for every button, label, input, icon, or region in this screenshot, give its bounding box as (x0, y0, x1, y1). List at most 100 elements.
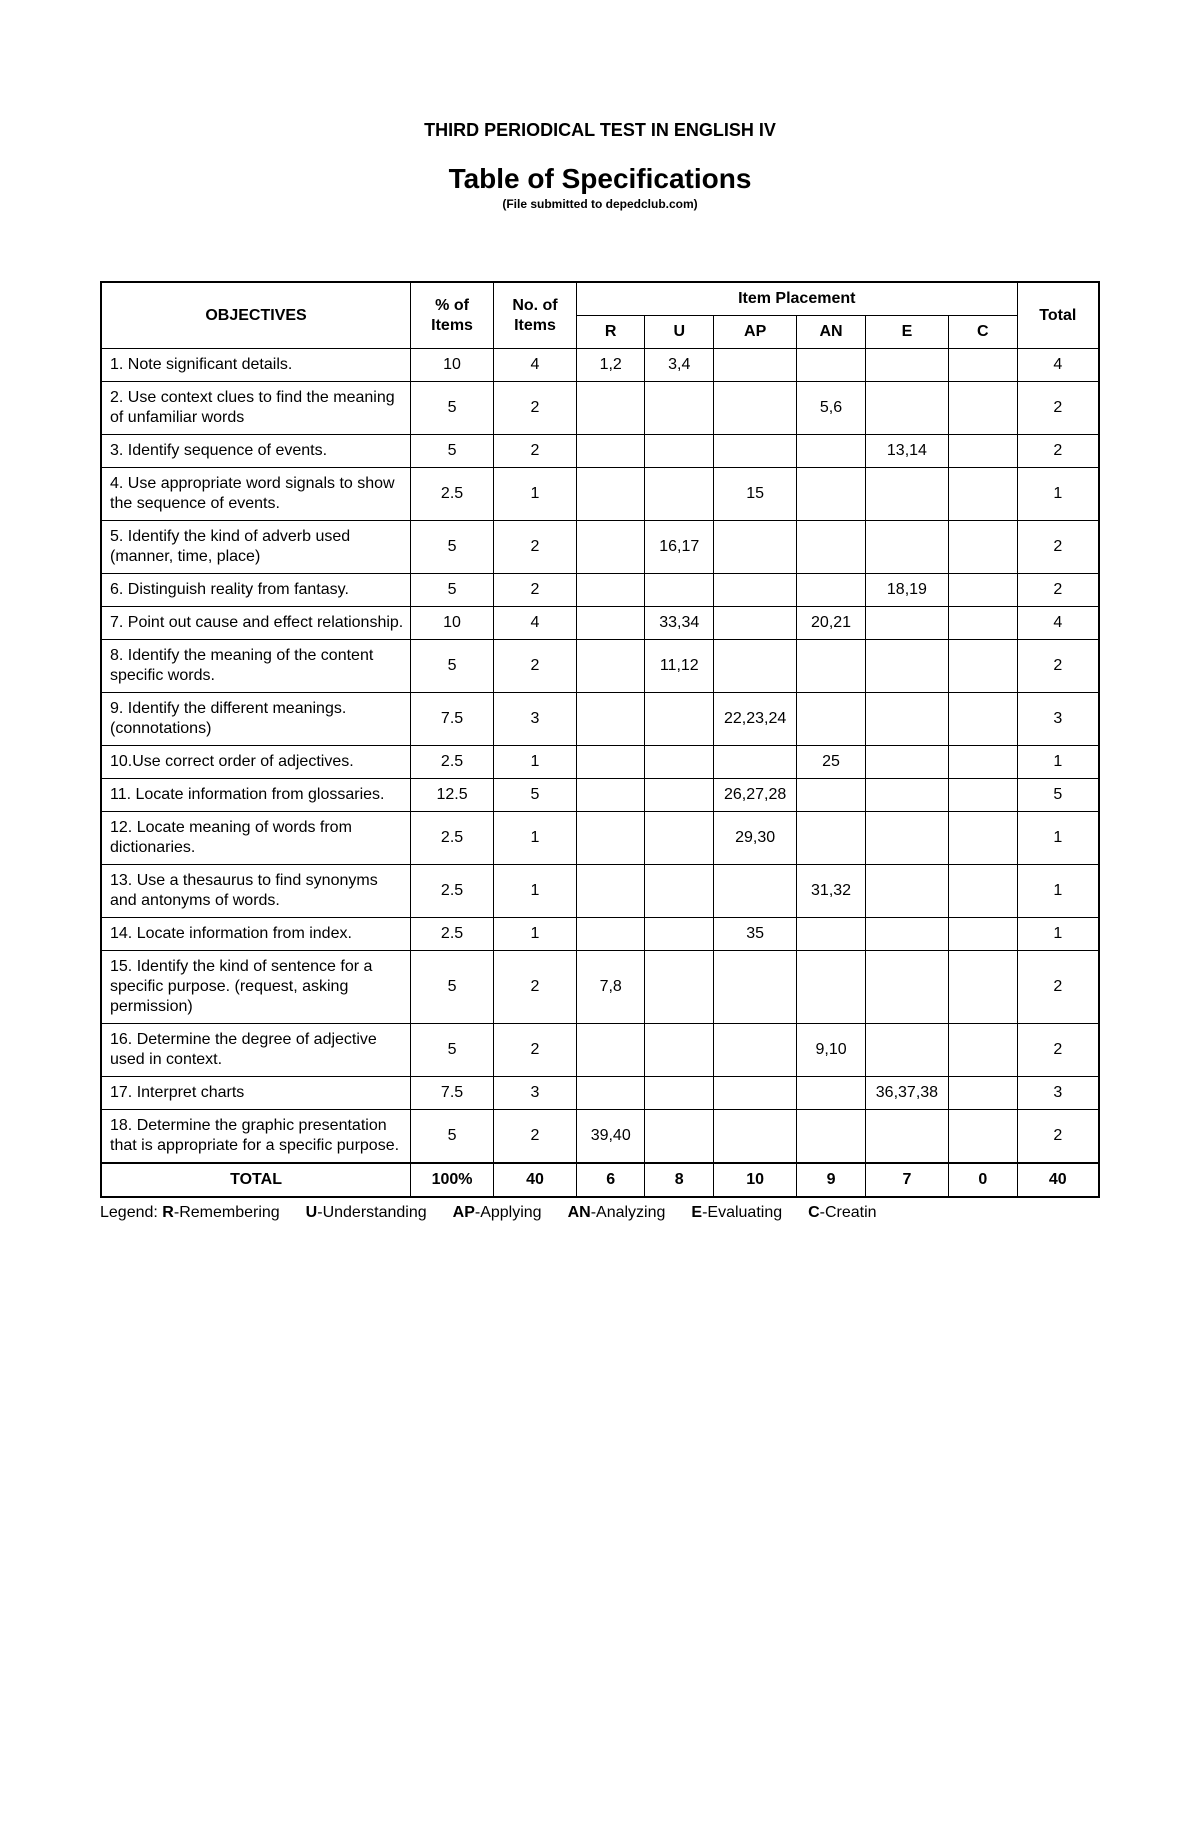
cell-AP: 29,30 (714, 812, 797, 865)
cell-total: 2 (1017, 640, 1099, 693)
table-row: 1. Note significant details.1041,23,44 (101, 349, 1099, 382)
cell-E (865, 865, 948, 918)
cell-AP (714, 382, 797, 435)
table-row: 5. Identify the kind of adverb used (man… (101, 521, 1099, 574)
cell-AN (797, 468, 866, 521)
cell-E (865, 1110, 948, 1164)
cell-AN (797, 693, 866, 746)
cell-num: 5 (494, 779, 577, 812)
cell-AN: 20,21 (797, 607, 866, 640)
cell-C (949, 435, 1018, 468)
cell-R (576, 521, 645, 574)
total-R: 6 (576, 1163, 645, 1197)
cell-E (865, 918, 948, 951)
legend-item: R-Remembering (162, 1204, 279, 1222)
cell-total: 2 (1017, 382, 1099, 435)
cell-num: 3 (494, 1077, 577, 1110)
cell-num: 2 (494, 640, 577, 693)
cell-total: 1 (1017, 918, 1099, 951)
total-AP: 10 (714, 1163, 797, 1197)
cell-U (645, 382, 714, 435)
cell-num: 3 (494, 693, 577, 746)
cell-AP (714, 1024, 797, 1077)
cell-objective: 9. Identify the different meanings. (con… (101, 693, 411, 746)
cell-C (949, 468, 1018, 521)
cell-total: 3 (1017, 1077, 1099, 1110)
cell-C (949, 1110, 1018, 1164)
cell-pct: 5 (411, 435, 494, 468)
cell-E (865, 1024, 948, 1077)
cell-E (865, 382, 948, 435)
cell-AP (714, 435, 797, 468)
legend-item: AP-Applying (453, 1204, 542, 1222)
cell-num: 1 (494, 468, 577, 521)
total-row: TOTAL100%40681097040 (101, 1163, 1099, 1197)
cell-C (949, 607, 1018, 640)
cell-AN (797, 1077, 866, 1110)
cell-C (949, 918, 1018, 951)
cell-num: 2 (494, 382, 577, 435)
legend-lead: Legend: (100, 1204, 158, 1221)
cell-U (645, 574, 714, 607)
cell-objective: 5. Identify the kind of adverb used (man… (101, 521, 411, 574)
table-row: 12. Locate meaning of words from diction… (101, 812, 1099, 865)
cell-num: 4 (494, 607, 577, 640)
cell-AN (797, 574, 866, 607)
cell-E (865, 746, 948, 779)
header-block: THIRD PERIODICAL TEST IN ENGLISH IV Tabl… (100, 120, 1100, 211)
cell-num: 1 (494, 865, 577, 918)
cell-R (576, 1024, 645, 1077)
cell-C (949, 951, 1018, 1024)
cell-C (949, 349, 1018, 382)
col-total: Total (1017, 282, 1099, 349)
subtitle: (File submitted to depedclub.com) (100, 197, 1100, 211)
total-pct: 100% (411, 1163, 494, 1197)
cell-E (865, 521, 948, 574)
cell-U (645, 746, 714, 779)
cell-AP (714, 640, 797, 693)
cell-R (576, 779, 645, 812)
cell-C (949, 1024, 1018, 1077)
cell-pct: 7.5 (411, 693, 494, 746)
table-row: 10.Use correct order of adjectives.2.512… (101, 746, 1099, 779)
cell-num: 1 (494, 746, 577, 779)
cell-U (645, 468, 714, 521)
cell-AN (797, 918, 866, 951)
cell-pct: 5 (411, 1024, 494, 1077)
col-objectives: OBJECTIVES (101, 282, 411, 349)
cell-total: 2 (1017, 574, 1099, 607)
cell-pct: 2.5 (411, 468, 494, 521)
pretitle: THIRD PERIODICAL TEST IN ENGLISH IV (100, 120, 1100, 141)
cell-num: 1 (494, 918, 577, 951)
cell-AP (714, 574, 797, 607)
cell-AN: 9,10 (797, 1024, 866, 1077)
col-C: C (949, 316, 1018, 349)
cell-E (865, 607, 948, 640)
cell-U (645, 865, 714, 918)
cell-AP (714, 746, 797, 779)
page-title: Table of Specifications (100, 163, 1100, 195)
total-AN: 9 (797, 1163, 866, 1197)
cell-C (949, 574, 1018, 607)
cell-AN (797, 951, 866, 1024)
cell-U: 33,34 (645, 607, 714, 640)
cell-AP (714, 607, 797, 640)
legend-item: U-Understanding (306, 1204, 427, 1222)
cell-AN (797, 349, 866, 382)
cell-R (576, 693, 645, 746)
cell-objective: 16. Determine the degree of adjective us… (101, 1024, 411, 1077)
cell-E (865, 693, 948, 746)
cell-R (576, 468, 645, 521)
cell-total: 4 (1017, 349, 1099, 382)
cell-E (865, 468, 948, 521)
cell-objective: 7. Point out cause and effect relationsh… (101, 607, 411, 640)
cell-U (645, 1077, 714, 1110)
cell-AP: 15 (714, 468, 797, 521)
total-U: 8 (645, 1163, 714, 1197)
cell-AN: 25 (797, 746, 866, 779)
cell-R (576, 435, 645, 468)
cell-objective: 2. Use context clues to find the meaning… (101, 382, 411, 435)
cell-objective: 8. Identify the meaning of the content s… (101, 640, 411, 693)
table-row: 13. Use a thesaurus to find synonyms and… (101, 865, 1099, 918)
cell-num: 2 (494, 435, 577, 468)
